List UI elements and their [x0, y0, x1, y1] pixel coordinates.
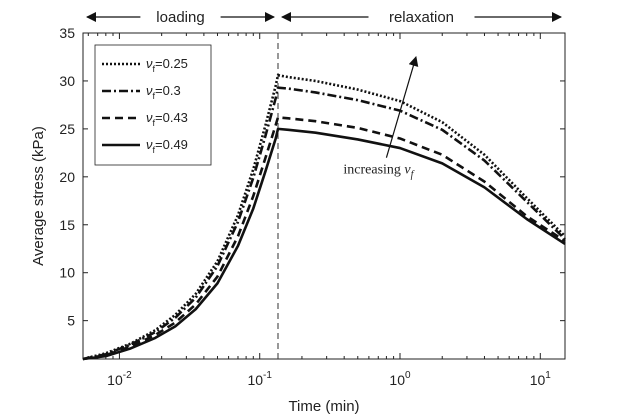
y-tick-label: 25: [59, 121, 75, 137]
increasing-arrow: [385, 56, 419, 158]
y-tick-label: 35: [59, 25, 75, 41]
y-tick-label: 10: [59, 265, 75, 281]
phase-arrows: loading relaxation: [86, 9, 562, 26]
legend-label: νf=0.43: [146, 110, 188, 128]
series-lines: [82, 73, 566, 361]
series-line: [82, 73, 566, 361]
x-tick-label: 10-2: [107, 370, 132, 388]
x-tick-label: 101: [530, 370, 552, 388]
increasing-annotation-text: increasing νf: [343, 163, 414, 181]
y-tick-label: 20: [59, 169, 75, 185]
y-axis-label: Average stress (kPa): [30, 126, 47, 266]
series-line: [82, 86, 566, 361]
legend-label: νf=0.3: [146, 83, 181, 101]
annotation-word: increasing: [343, 163, 404, 178]
phase-label: loading: [156, 9, 204, 26]
x-tick-label: 10-1: [247, 370, 272, 388]
legend-label: νf=0.49: [146, 137, 188, 155]
annotation-sub: f: [411, 170, 415, 181]
x-axis-label: Time (min): [288, 398, 359, 415]
y-tick-label: 15: [59, 217, 75, 233]
phase-label: relaxation: [389, 9, 454, 26]
y-axis-ticks: 5 10 15 20 25 30 35: [59, 25, 565, 329]
legend-label: νf=0.25: [146, 56, 188, 74]
legend: νf=0.25 νf=0.3 νf=0.43 νf=0.49: [94, 44, 212, 166]
x-axis-ticks: 10-2 10-1 100 101: [87, 33, 552, 388]
y-tick-label: 30: [59, 73, 75, 89]
y-tick-label: 5: [67, 313, 75, 329]
x-tick-label: 100: [389, 370, 411, 388]
annotation: increasing νf: [343, 56, 419, 181]
series-line: [82, 127, 566, 361]
series-line: [82, 116, 566, 361]
annotation-nu: ν: [404, 163, 411, 178]
